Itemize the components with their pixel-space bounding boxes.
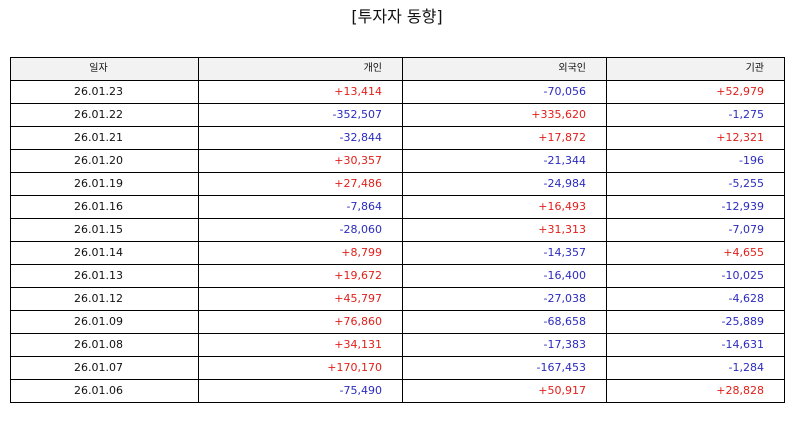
column-header-individual: 개인 <box>198 57 403 81</box>
foreign-value-cell: -70,056 <box>402 80 607 104</box>
individual-value-cell: -32,844 <box>198 126 403 150</box>
foreign-value-cell: -17,383 <box>402 333 607 357</box>
date-cell: 26.01.14 <box>10 241 199 265</box>
date-cell: 26.01.22 <box>10 103 199 127</box>
institution-value-cell: +52,979 <box>606 80 785 104</box>
institution-value-cell: -14,631 <box>606 333 785 357</box>
institution-value-cell: -25,889 <box>606 310 785 334</box>
foreign-value-cell: +50,917 <box>402 379 607 403</box>
table-row: 26.01.19 +27,486 -24,984 -5,255 <box>10 172 785 196</box>
individual-value-cell: +30,357 <box>198 149 403 173</box>
column-header-date: 일자 <box>10 57 199 81</box>
individual-value-cell: +27,486 <box>198 172 403 196</box>
table-row: 26.01.14 +8,799 -14,357 +4,655 <box>10 241 785 265</box>
foreign-value-cell: +17,872 <box>402 126 607 150</box>
table-body: 26.01.23 +13,414 -70,056 +52,979 26.01.22 -35… <box>10 80 785 403</box>
foreign-value-cell: -167,453 <box>402 356 607 380</box>
institution-value-cell: +12,321 <box>606 126 785 150</box>
institution-value-cell: -5,255 <box>606 172 785 196</box>
foreign-value-cell: +16,493 <box>402 195 607 219</box>
foreign-value-cell: +335,620 <box>402 103 607 127</box>
institution-value-cell: -10,025 <box>606 264 785 288</box>
institution-value-cell: -12,939 <box>606 195 785 219</box>
date-cell: 26.01.09 <box>10 310 199 334</box>
date-cell: 26.01.21 <box>10 126 199 150</box>
foreign-value-cell: +31,313 <box>402 218 607 242</box>
individual-value-cell: -7,864 <box>198 195 403 219</box>
investor-trend-table: 일자 개인 외국인 기관 26.01.23 +13,414 -70,056 +52,9… <box>10 57 785 403</box>
date-cell: 26.01.13 <box>10 264 199 288</box>
individual-value-cell: +170,170 <box>198 356 403 380</box>
table-row: 26.01.13 +19,672 -16,400 -10,025 <box>10 264 785 288</box>
table-row: 26.01.21 -32,844 +17,872 +12,321 <box>10 126 785 150</box>
table-row: 26.01.12 +45,797 -27,038 -4,628 <box>10 287 785 311</box>
date-cell: 26.01.07 <box>10 356 199 380</box>
date-cell: 26.01.20 <box>10 149 199 173</box>
individual-value-cell: +8,799 <box>198 241 403 265</box>
table-row: 26.01.23 +13,414 -70,056 +52,979 <box>10 80 785 104</box>
table-row: 26.01.09 +76,860 -68,658 -25,889 <box>10 310 785 334</box>
individual-value-cell: -28,060 <box>198 218 403 242</box>
table-row: 26.01.22 -352,507 +335,620 -1,275 <box>10 103 785 127</box>
date-cell: 26.01.08 <box>10 333 199 357</box>
institution-value-cell: -4,628 <box>606 287 785 311</box>
table-row: 26.01.20 +30,357 -21,344 -196 <box>10 149 785 173</box>
table-row: 26.01.15 -28,060 +31,313 -7,079 <box>10 218 785 242</box>
date-cell: 26.01.15 <box>10 218 199 242</box>
institution-value-cell: -196 <box>606 149 785 173</box>
individual-value-cell: +45,797 <box>198 287 403 311</box>
foreign-value-cell: -21,344 <box>402 149 607 173</box>
foreign-value-cell: -27,038 <box>402 287 607 311</box>
column-header-institution: 기관 <box>606 57 785 81</box>
page-title: [투자자 동향] <box>351 7 443 26</box>
date-cell: 26.01.16 <box>10 195 199 219</box>
foreign-value-cell: -14,357 <box>402 241 607 265</box>
table-row: 26.01.07 +170,170 -167,453 -1,284 <box>10 356 785 380</box>
individual-value-cell: +76,860 <box>198 310 403 334</box>
individual-value-cell: +34,131 <box>198 333 403 357</box>
date-cell: 26.01.12 <box>10 287 199 311</box>
foreign-value-cell: -68,658 <box>402 310 607 334</box>
individual-value-cell: -75,490 <box>198 379 403 403</box>
institution-value-cell: -1,284 <box>606 356 785 380</box>
foreign-value-cell: -16,400 <box>402 264 607 288</box>
date-cell: 26.01.06 <box>10 379 199 403</box>
institution-value-cell: -7,079 <box>606 218 785 242</box>
table-row: 26.01.06 -75,490 +50,917 +28,828 <box>10 379 785 403</box>
individual-value-cell: +19,672 <box>198 264 403 288</box>
individual-value-cell: +13,414 <box>198 80 403 104</box>
institution-value-cell: +28,828 <box>606 379 785 403</box>
table-header-row: 일자 개인 외국인 기관 <box>10 57 785 81</box>
individual-value-cell: -352,507 <box>198 103 403 127</box>
date-cell: 26.01.19 <box>10 172 199 196</box>
foreign-value-cell: -24,984 <box>402 172 607 196</box>
table-row: 26.01.16 -7,864 +16,493 -12,939 <box>10 195 785 219</box>
table-row: 26.01.08 +34,131 -17,383 -14,631 <box>10 333 785 357</box>
institution-value-cell: +4,655 <box>606 241 785 265</box>
institution-value-cell: -1,275 <box>606 103 785 127</box>
date-cell: 26.01.23 <box>10 80 199 104</box>
column-header-foreign: 외국인 <box>402 57 607 81</box>
